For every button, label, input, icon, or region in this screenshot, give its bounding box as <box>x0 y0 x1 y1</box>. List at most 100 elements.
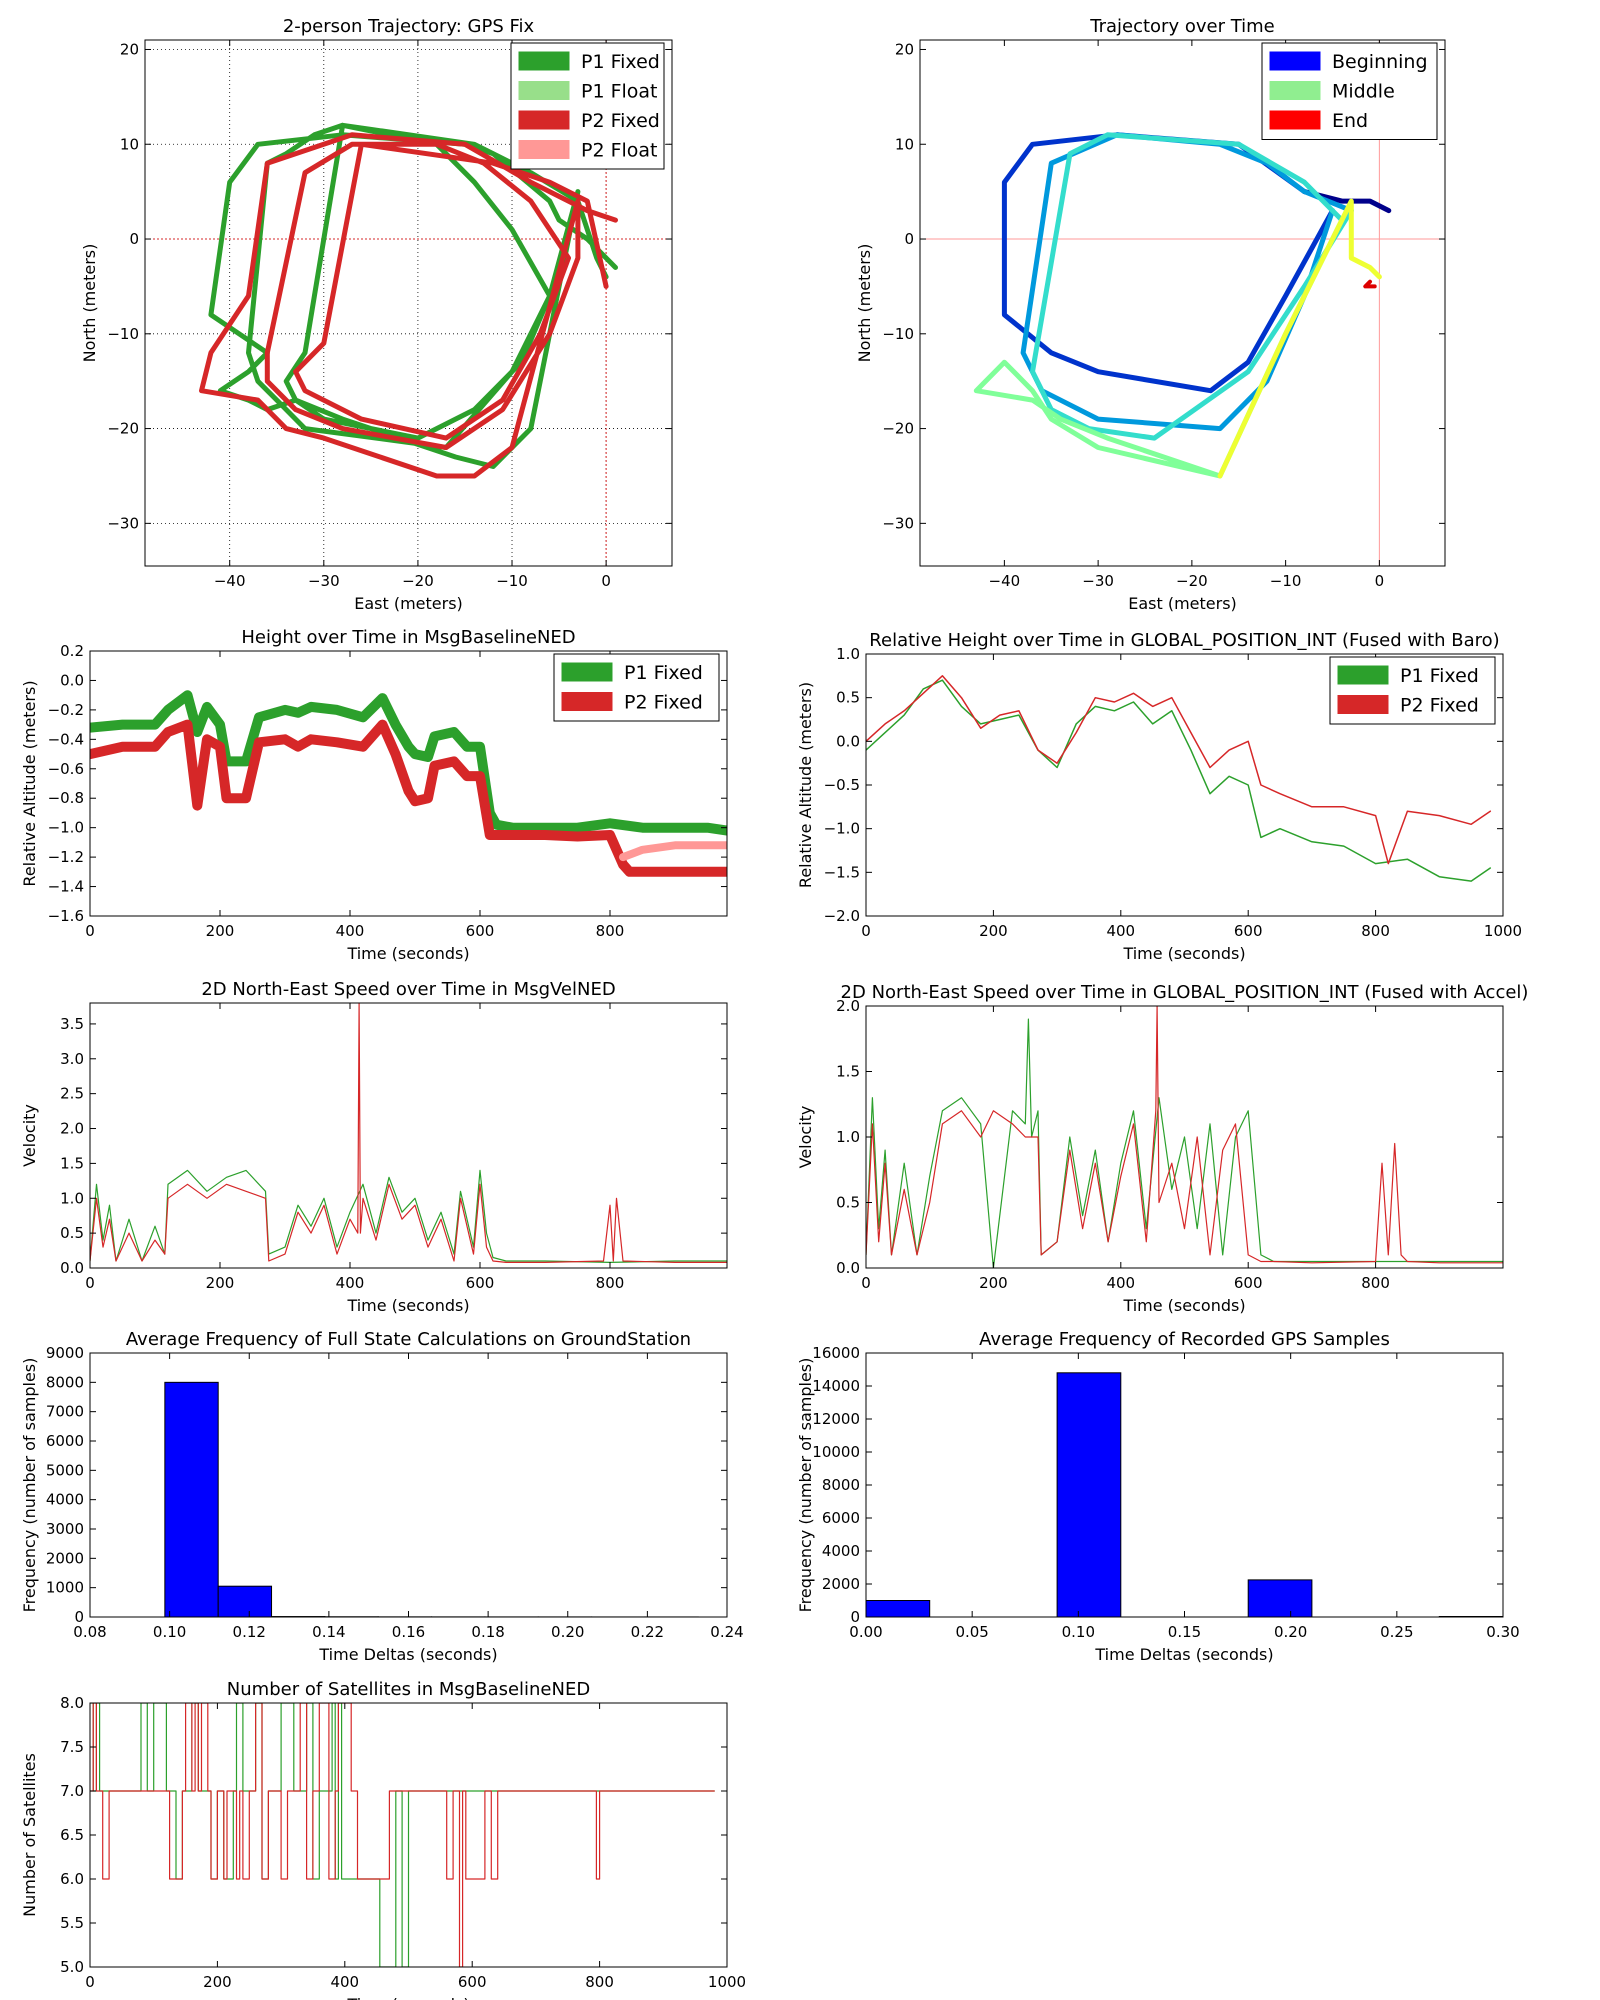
y-tick-label: −20 <box>882 420 914 438</box>
x-axis-label: Time (seconds) <box>1122 944 1245 963</box>
plot-content <box>90 690 727 877</box>
y-tick-label: 2000 <box>46 1549 84 1567</box>
y-tick-label: 16000 <box>812 1344 860 1362</box>
histogram-bar <box>1247 1579 1313 1617</box>
series-line-2 <box>619 841 727 862</box>
legend-label: Beginning <box>1332 51 1428 73</box>
y-tick-label: −1.5 <box>824 863 860 881</box>
legend: P1 Fixed P2 Fixed <box>553 653 720 722</box>
x-tick-label: 0.25 <box>1380 1623 1413 1641</box>
plot-content <box>866 675 1492 882</box>
plot-content <box>920 40 1445 566</box>
x-tick-label: −30 <box>308 572 340 590</box>
x-tick-label: 1000 <box>708 1973 746 1991</box>
series-line-0 <box>866 1018 1503 1268</box>
y-tick-label: 4000 <box>46 1491 84 1509</box>
x-tick-label: 600 <box>1234 1274 1263 1292</box>
series-line-6 <box>1363 279 1377 289</box>
plot-content <box>145 40 672 566</box>
series-line-p2-fixed <box>90 719 727 877</box>
y-tick-label: −30 <box>882 514 914 532</box>
x-tick-label: −20 <box>402 572 434 590</box>
y-tick-label: −30 <box>107 514 139 532</box>
x-axis-label: East (meters) <box>354 594 463 613</box>
chart-height_baseline: 0 200 400 600 800 −1.6 −1.4 −1.2 −1.0 −0.8 −0.6 −0.… <box>20 627 728 963</box>
x-tick-label: 800 <box>1361 1274 1390 1292</box>
x-tick-label: 0.05 <box>955 1623 988 1641</box>
y-tick-label: 1.5 <box>836 1063 860 1081</box>
x-tick-label: 0.12 <box>233 1623 266 1641</box>
chart-speed_global: 0 200 400 600 800 0.0 0.5 1.0 1.5 2.02D North-Eas… <box>796 982 1528 1315</box>
y-tick-label: 3.5 <box>60 1015 84 1033</box>
chart-title: Average Frequency of Recorded GPS Sample… <box>979 1329 1390 1350</box>
legend-label: P1 Fixed <box>624 662 703 684</box>
x-tick-label: 400 <box>336 1274 365 1292</box>
y-axis-label: Velocity <box>796 1106 815 1169</box>
x-axis-label: Time (seconds) <box>346 944 469 963</box>
y-tick-label: −10 <box>882 325 914 343</box>
y-axis-label: Relative Altitude (meters) <box>20 680 39 886</box>
plot-area <box>866 1353 1503 1617</box>
legend-label: P1 Float <box>581 81 658 103</box>
y-tick-label: −0.4 <box>48 730 84 748</box>
plot-area <box>90 1003 727 1268</box>
chart-title: Height over Time in MsgBaselineNED <box>241 627 575 648</box>
legend-swatch <box>561 662 613 682</box>
histogram-bar <box>164 1381 219 1617</box>
y-axis-label: North (meters) <box>80 244 99 363</box>
y-tick-label: 5000 <box>46 1461 84 1479</box>
x-tick-label: 200 <box>206 922 235 940</box>
chart-freq_groundstation: 0.08 0.10 0.12 0.14 0.16 0.18 0.20 0.22 0.24 0 100… <box>20 1329 744 1664</box>
x-tick-label: 0.10 <box>153 1623 186 1641</box>
y-tick-label: 0 <box>74 1608 84 1626</box>
plot-content <box>866 1372 1503 1617</box>
x-tick-label: 0 <box>601 572 611 590</box>
y-tick-label: −1.0 <box>48 819 84 837</box>
legend: P1 Fixed P1 Float P2 Fixed P2 Float <box>510 42 665 170</box>
legend-label: P2 Fixed <box>1400 695 1479 717</box>
histogram-bar <box>1056 1372 1122 1617</box>
series-line-p1-fixed <box>208 122 618 469</box>
y-tick-label: 0.5 <box>60 1224 84 1242</box>
chart-title: 2D North-East Speed over Time in MsgVelN… <box>201 979 615 1000</box>
chart-title: Relative Height over Time in GLOBAL_POSI… <box>869 630 1499 651</box>
y-tick-label: −1.0 <box>824 820 860 838</box>
y-tick-label: 0.2 <box>60 642 84 660</box>
x-tick-label: 800 <box>596 1274 625 1292</box>
x-tick-label: −30 <box>1082 572 1114 590</box>
x-tick-label: 400 <box>1106 1274 1135 1292</box>
x-tick-label: 800 <box>585 1973 614 1991</box>
legend-swatch <box>518 140 570 159</box>
y-axis-label: Frequency (number of samples) <box>796 1358 815 1613</box>
chart-title: Number of Satellites in MsgBaselineNED <box>227 1679 590 1700</box>
x-axis-label: Time Deltas (seconds) <box>318 1645 497 1664</box>
legend-swatch <box>1269 110 1321 130</box>
legend-swatch <box>518 81 570 100</box>
x-tick-label: 0 <box>861 1274 871 1292</box>
y-tick-label: 5.5 <box>60 1914 84 1932</box>
x-tick-label: 0.00 <box>849 1623 882 1641</box>
chart-title: Trajectory over Time <box>1089 16 1275 37</box>
x-tick-label: 800 <box>596 922 625 940</box>
y-tick-label: 0.5 <box>836 1194 860 1212</box>
x-tick-label: 0.20 <box>551 1623 584 1641</box>
chart-traj_time: −40 −30 −20 −10 0 −30 −20 −10 0 10 20 Trajectory ov… <box>855 16 1446 613</box>
y-tick-label: 8.0 <box>60 1694 84 1712</box>
x-tick-label: 0 <box>85 1973 95 1991</box>
y-tick-label: 12000 <box>812 1410 860 1428</box>
y-tick-label: 9000 <box>46 1344 84 1362</box>
y-tick-label: 14000 <box>812 1377 860 1395</box>
y-tick-label: 6000 <box>822 1509 860 1527</box>
series-line-1 <box>90 1003 727 1263</box>
x-tick-label: 600 <box>458 1973 487 1991</box>
legend-label: P1 Fixed <box>581 51 660 73</box>
y-tick-label: 0 <box>850 1608 860 1626</box>
y-axis-label: Relative Altitude (meters) <box>796 682 815 888</box>
legend-label: P1 Fixed <box>1400 665 1479 687</box>
y-tick-label: −1.4 <box>48 878 84 896</box>
chart-traj_gps_fix: −40 −30 −20 −10 0 −30 −20 −10 0 10 20 2-person Traj… <box>80 16 673 613</box>
x-axis-label: Time (seconds) <box>1122 1296 1245 1315</box>
y-tick-label: −1.2 <box>48 848 84 866</box>
series-line-1 <box>866 1006 1503 1264</box>
